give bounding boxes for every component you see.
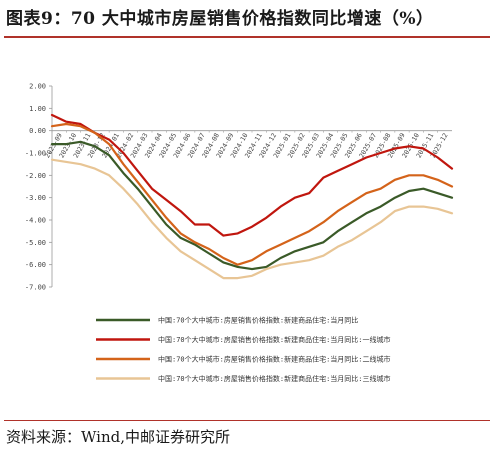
series-line-1 (50, 140, 454, 271)
source-divider (4, 420, 490, 421)
axis-layer: 2.00 1.00 0.00 -1.00 -2.00 -3.00 -4.00 -5.00 -6.… (25, 83, 452, 292)
source-note: 资料来源：Wind,中邮证券研究所 (6, 428, 230, 446)
y-tick-label: -1.00 (25, 150, 46, 158)
y-tick-label: -5.00 (25, 239, 46, 247)
y-tick-label: -2.00 (25, 172, 46, 180)
y-tick-label: -3.00 (25, 194, 46, 202)
line-chart: 2.00 1.00 0.00 -1.00 -2.00 -3.00 -4.00 -5.00 -6.… (25, 83, 454, 383)
y-tick-label: 0.00 (29, 127, 46, 135)
chart-title: 图表9：70 大中城市房屋销售价格指数同比增速（%） (6, 9, 434, 29)
series-line-4 (50, 158, 454, 280)
y-tick-label: 1.00 (29, 105, 46, 113)
legend-label-2: 中国:70个大中城市:房屋销售价格指数:新建商品住宅:当月同比:一线城市 (158, 335, 391, 344)
y-tick-label: -6.00 (25, 261, 46, 269)
series-line-2 (50, 113, 454, 237)
legend: 中国:70个大中城市:房屋销售价格指数:新建商品住宅:当月同比中国:70个大中城… (96, 316, 391, 383)
title-divider (4, 36, 490, 38)
legend-label-4: 中国:70个大中城市:房屋销售价格指数:新建商品住宅:当月同比:三线城市 (158, 374, 391, 383)
legend-label-3: 中国:70个大中城市:房屋销售价格指数:新建商品住宅:当月同比:二线城市 (158, 355, 391, 364)
series-layer (50, 113, 454, 280)
series-line-3 (50, 122, 454, 266)
y-tick-label: -4.00 (25, 217, 46, 225)
legend-label-1: 中国:70个大中城市:房屋销售价格指数:新建商品住宅:当月同比 (158, 316, 358, 325)
y-tick-label: 2.00 (29, 83, 46, 91)
y-tick-label: -7.00 (25, 284, 46, 292)
